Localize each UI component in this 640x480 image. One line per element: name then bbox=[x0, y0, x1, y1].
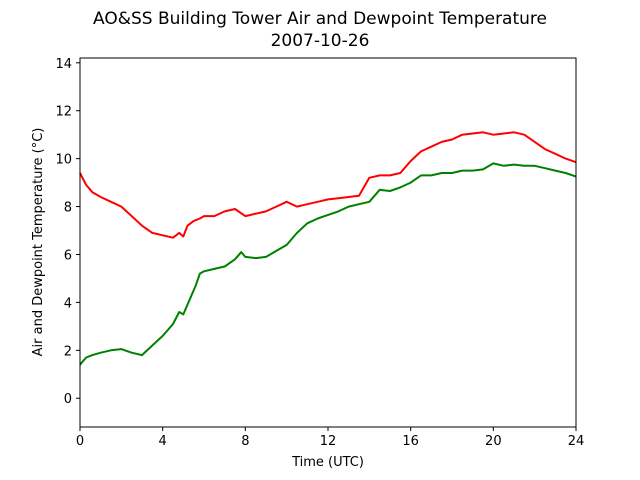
y-tick-label: 8 bbox=[64, 201, 72, 216]
x-tick-label: 20 bbox=[485, 434, 502, 449]
x-tick-label: 24 bbox=[568, 434, 585, 449]
x-tick-label: 16 bbox=[402, 434, 419, 449]
air-temperature-line bbox=[79, 131, 577, 239]
series-layer bbox=[79, 131, 577, 366]
y-tick-label: 2 bbox=[64, 344, 72, 359]
x-tick-label: 8 bbox=[241, 434, 249, 449]
x-tick-label: 12 bbox=[320, 434, 337, 449]
x-tick-label: 4 bbox=[159, 434, 167, 449]
x-axis-label: Time (UTC) bbox=[291, 455, 364, 470]
y-tick-label: 14 bbox=[55, 57, 72, 72]
y-tick-label: 6 bbox=[64, 248, 72, 263]
y-axis-ticks: 0 2 4 6 8 10 12 14 bbox=[55, 57, 80, 407]
dewpoint-temperature-line bbox=[79, 162, 577, 366]
y-tick-label: 0 bbox=[64, 392, 72, 407]
x-axis-ticks: 0 4 8 12 16 20 24 bbox=[76, 427, 584, 449]
plot-frame bbox=[79, 57, 577, 428]
chart-title: AO&SS Building Tower Air and Dewpoint Te… bbox=[93, 9, 547, 29]
y-axis-label: Air and Dewpoint Temperature (°C) bbox=[31, 128, 46, 357]
chart-subtitle: 2007-10-26 bbox=[271, 31, 370, 51]
y-tick-label: 12 bbox=[55, 105, 72, 120]
y-tick-label: 4 bbox=[64, 296, 72, 311]
y-tick-label: 10 bbox=[55, 153, 72, 168]
x-tick-label: 0 bbox=[76, 434, 84, 449]
